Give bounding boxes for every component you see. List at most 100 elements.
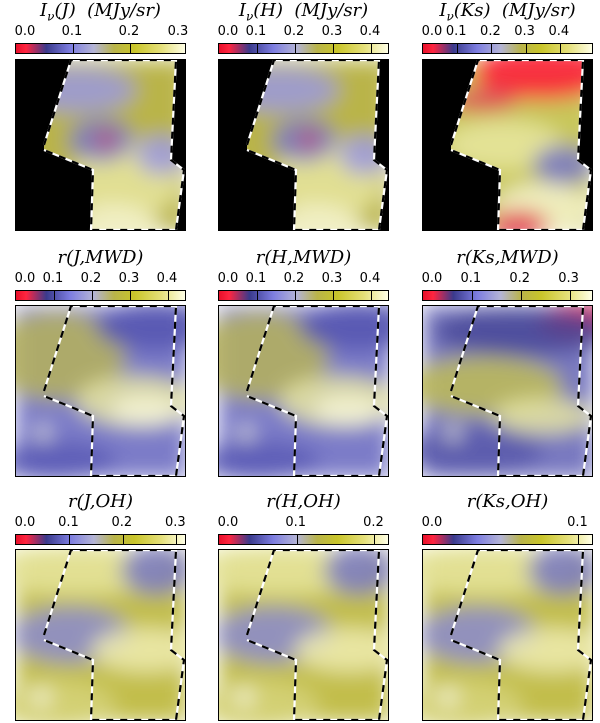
- colorbar-tick: [374, 535, 376, 544]
- colorbar-tick: [257, 44, 258, 53]
- colorbar-tick: [168, 291, 169, 300]
- title-main: I: [238, 0, 246, 21]
- colorbar: [15, 43, 186, 54]
- colorbar-tick: [333, 44, 334, 53]
- colorbar: [15, 534, 186, 545]
- colorbar-tick-label: 0.1: [567, 515, 588, 530]
- colorbar-tick-labels: 0.0 0.1 0.2 0.3 0.4: [15, 271, 186, 287]
- colorbar-tick: [122, 535, 124, 544]
- title-rest: (Ks) (MJy/sr): [453, 0, 576, 21]
- colorbar-tick: [130, 44, 131, 53]
- colorbar-tick-labels: 0.0 0.1 0.2 0.3: [422, 271, 593, 287]
- colorbar-tick-labels: 0.0 0.1 0.2 0.3 0.4: [218, 24, 389, 40]
- colorbar-tick: [92, 291, 93, 300]
- colorbar-tick-label: 0.0: [14, 271, 36, 286]
- colorbar-tick-label: 0.4: [359, 271, 381, 286]
- colorbar-tick: [525, 44, 527, 53]
- colorbar: [422, 290, 593, 301]
- panel-8: r(H,OH) 0.0 0.1 0.2: [218, 487, 389, 723]
- colorbar: [218, 290, 389, 301]
- colorbar-tick: [69, 535, 71, 544]
- title-rest: (H) (MJy/sr): [253, 0, 369, 21]
- colorbar-tick: [371, 44, 372, 53]
- colorbar-tick: [457, 44, 459, 53]
- colorbar-tick: [295, 291, 296, 300]
- colorbar-tick: [471, 291, 473, 300]
- panel-title: r(J,MWD): [57, 247, 144, 268]
- title-subscript: ν: [245, 9, 254, 24]
- colorbar: [15, 290, 186, 301]
- panel-title: Iν(Ks) (MJy/sr): [422, 0, 593, 24]
- colorbar-tick-label: 0.1: [460, 271, 482, 286]
- colorbar-tick: [491, 44, 493, 53]
- panel-3: Iν(Ks) (MJy/sr) 0.0 0.1 0.2 0.3 0.4: [422, 0, 593, 236]
- heatmap-image: [218, 549, 389, 721]
- colorbar-tick-label: 0.1: [245, 271, 267, 286]
- colorbar-tick-label: 0.2: [509, 271, 531, 286]
- colorbar-tick-label: 0.2: [118, 24, 140, 39]
- colorbar-tick-label: 0.3: [321, 24, 343, 39]
- panel-4: r(J,MWD) 0.0 0.1 0.2 0.3 0.4: [15, 243, 186, 479]
- colorbar-tick-label: 0.1: [58, 515, 79, 530]
- panel-1: Iν(J) (MJy/sr) 0.0 0.1 0.2 0.3: [14, 0, 189, 236]
- heatmap-image: [422, 549, 593, 721]
- panel-title: Iν(J) (MJy/sr): [15, 0, 186, 24]
- colorbar-tick-label: 0.4: [359, 24, 381, 39]
- colorbar: [218, 534, 389, 545]
- colorbar-tick: [176, 535, 178, 544]
- colorbar-tick-label: 0.3: [321, 271, 343, 286]
- colorbar-tick-label: 0.1: [61, 24, 83, 39]
- colorbar-tick-label: 0.0: [421, 271, 443, 286]
- colorbar-tick: [130, 291, 131, 300]
- panel-title: r(Ks,MWD): [456, 247, 559, 268]
- colorbar-tick-label: 0.3: [167, 24, 189, 39]
- colorbar-tick-label: 0.0: [421, 24, 443, 39]
- colorbar-tick-label: 0.2: [480, 24, 501, 39]
- panel-title: r(Ks,OH): [466, 491, 549, 512]
- colorbar-tick: [520, 291, 522, 300]
- panel-title: Iν(H) (MJy/sr): [218, 0, 389, 24]
- colorbar-tick-label: 0.1: [42, 271, 64, 286]
- heatmap-image: [15, 59, 186, 231]
- heatmap-image: [422, 305, 593, 477]
- title-rest: (J) (MJy/sr): [54, 0, 161, 21]
- colorbar-tick-labels: 0.0 0.1 0.2 0.3: [15, 515, 186, 531]
- colorbar-tick-label: 0.0: [217, 515, 239, 530]
- panel-6: r(Ks,MWD) 0.0 0.1 0.2 0.3: [422, 243, 593, 479]
- colorbar-tick-label: 0.3: [164, 515, 186, 530]
- colorbar-tick-label: 0.2: [363, 515, 384, 530]
- colorbar-tick-label: 0.2: [80, 271, 102, 286]
- colorbar-tick: [296, 535, 298, 544]
- colorbar-tick: [559, 44, 561, 53]
- colorbar-tick-label: 0.3: [558, 271, 579, 286]
- title-subscript: ν: [47, 9, 55, 24]
- colorbar-tick-labels: 0.0 0.1 0.2 0.3: [14, 24, 189, 40]
- colorbar-tick-label: 0.2: [111, 515, 133, 530]
- heatmap-image: [15, 305, 186, 477]
- colorbar-tick-label: 0.1: [285, 515, 307, 530]
- colorbar-tick-label: 0.4: [548, 24, 570, 39]
- colorbar-tick-labels: 0.0 0.1: [422, 515, 593, 531]
- colorbar-tick-label: 0.0: [14, 515, 36, 530]
- heatmap-image: [218, 59, 389, 231]
- heatmap-image: [218, 305, 389, 477]
- panel-7: r(J,OH) 0.0 0.1 0.2 0.3: [15, 487, 186, 723]
- colorbar-tick: [54, 291, 55, 300]
- colorbar-tick: [73, 44, 74, 53]
- colorbar-tick-label: 0.0: [14, 24, 36, 39]
- colorbar-tick: [371, 291, 372, 300]
- colorbar-tick: [578, 535, 580, 544]
- panel-title: r(H,MWD): [255, 247, 352, 268]
- title-main: I: [439, 0, 447, 21]
- colorbar-tick-label: 0.0: [421, 515, 443, 530]
- colorbar-tick-labels: 0.0 0.1 0.2: [218, 515, 389, 531]
- colorbar-tick: [569, 291, 571, 300]
- panel-2: Iν(H) (MJy/sr) 0.0 0.1 0.2 0.3 0.4: [218, 0, 389, 236]
- colorbar-tick-label: 0.0: [217, 24, 239, 39]
- colorbar-tick-label: 0.1: [445, 24, 467, 39]
- colorbar-tick-label: 0.3: [118, 271, 140, 286]
- colorbar-tick-label: 0.0: [217, 271, 239, 286]
- colorbar-tick-labels: 0.0 0.1 0.2 0.3 0.4: [422, 24, 593, 40]
- panel-title: r(H,OH): [266, 491, 341, 512]
- title-main: I: [40, 0, 48, 21]
